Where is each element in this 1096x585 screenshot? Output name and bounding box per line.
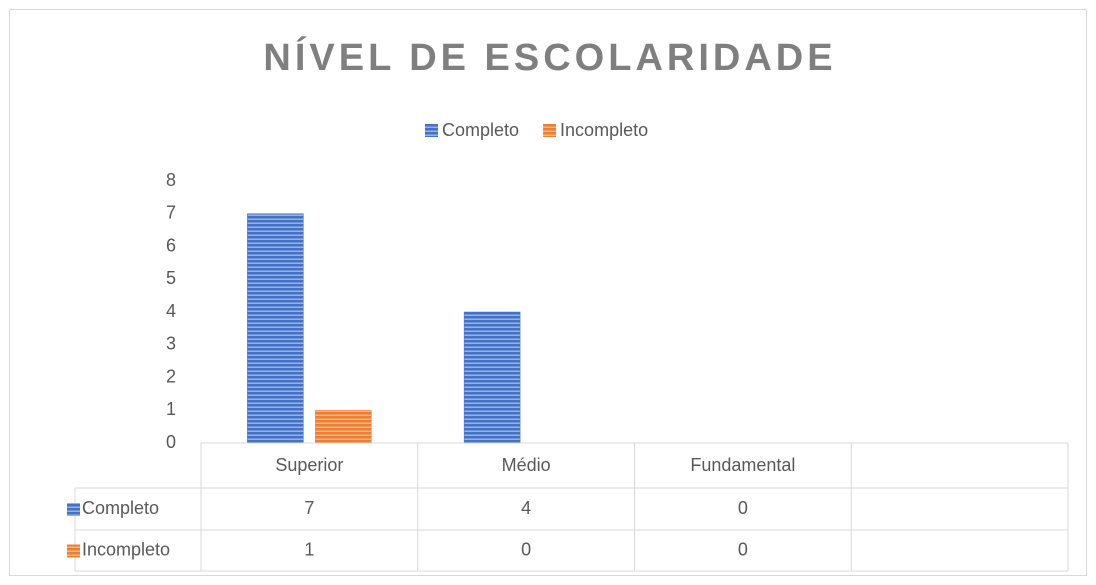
legend-swatch [543, 124, 557, 137]
table-row-label: Completo [82, 498, 159, 518]
y-tick-label: 0 [166, 432, 176, 452]
x-tick-label: Fundamental [690, 455, 795, 475]
y-tick-label: 2 [166, 366, 176, 386]
chart-title: NÍVEL DE ESCOLARIDADE [263, 35, 836, 79]
x-tick-label: Superior [275, 455, 343, 475]
table-cell: 4 [521, 498, 531, 518]
table-cell: 0 [738, 498, 748, 518]
y-tick-label: 6 [166, 235, 176, 255]
bar [463, 311, 521, 444]
legend-swatch [425, 124, 438, 137]
x-tick-label: Médio [502, 455, 551, 475]
y-tick-label: 3 [166, 334, 176, 354]
legend-swatch [67, 503, 80, 516]
table-cell: 0 [738, 539, 748, 559]
y-tick-label: 5 [166, 268, 176, 288]
table-row-label: Incompleto [82, 539, 170, 559]
table-cell: 0 [521, 539, 531, 559]
y-tick-label: 8 [166, 170, 176, 190]
legend-label: Completo [442, 120, 519, 140]
chart-border [9, 9, 1087, 576]
legend-swatch [67, 544, 80, 558]
bar [315, 410, 372, 444]
y-tick-label: 1 [166, 399, 176, 419]
table-cell: 1 [304, 539, 314, 559]
legend-label: Incompleto [560, 120, 648, 140]
table-cell: 7 [304, 498, 314, 518]
y-tick-label: 4 [166, 301, 176, 321]
y-tick-label: 7 [166, 203, 176, 223]
bar [247, 213, 304, 444]
